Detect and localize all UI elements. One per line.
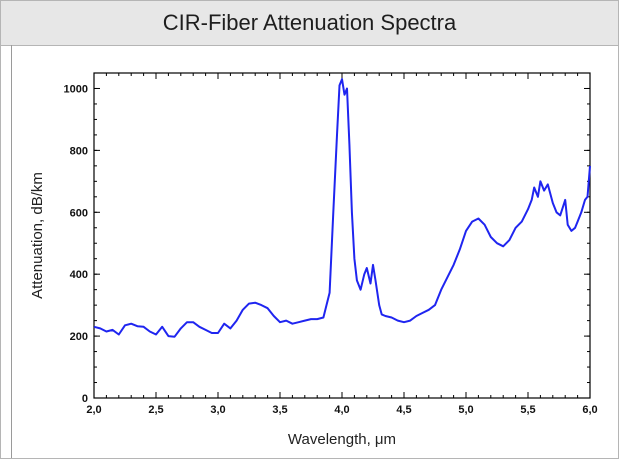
y-tick-label: 800: [70, 145, 88, 157]
x-tick-label: 4,0: [334, 404, 349, 416]
y-tick-label: 200: [70, 331, 88, 343]
x-tick-label: 4,5: [396, 404, 411, 416]
x-tick-label: 5,0: [458, 404, 473, 416]
ticks-group: [93, 72, 591, 399]
y-tick-label: 600: [70, 207, 88, 219]
panel-divider: [11, 45, 12, 458]
plot-frame: [93, 72, 591, 399]
tick-labels-group: 2,0 2,5 3,0 3,5 4,0 4,5 5,0 5,5 6,0 0 200 400 600 800…: [64, 83, 598, 416]
y-axis-title: Attenuation, dB/km: [29, 172, 46, 299]
x-tick-label: 3,5: [272, 404, 287, 416]
x-axis-title: Wavelength, μm: [288, 431, 396, 448]
y-tick-label: 400: [70, 269, 88, 281]
y-tick-label: 1000: [64, 83, 88, 95]
x-tick-label: 6,0: [582, 404, 597, 416]
x-tick-label: 3,0: [210, 404, 225, 416]
y-tick-label: 0: [82, 393, 88, 405]
x-tick-label: 5,5: [520, 404, 535, 416]
attenuation-series-line: [93, 78, 591, 338]
x-tick-label: 2,0: [86, 404, 101, 416]
chart-title: CIR-Fiber Attenuation Spectra: [162, 10, 457, 35]
title-bar: CIR-Fiber Attenuation Spectra: [1, 1, 618, 46]
x-tick-label: 2,5: [148, 404, 163, 416]
